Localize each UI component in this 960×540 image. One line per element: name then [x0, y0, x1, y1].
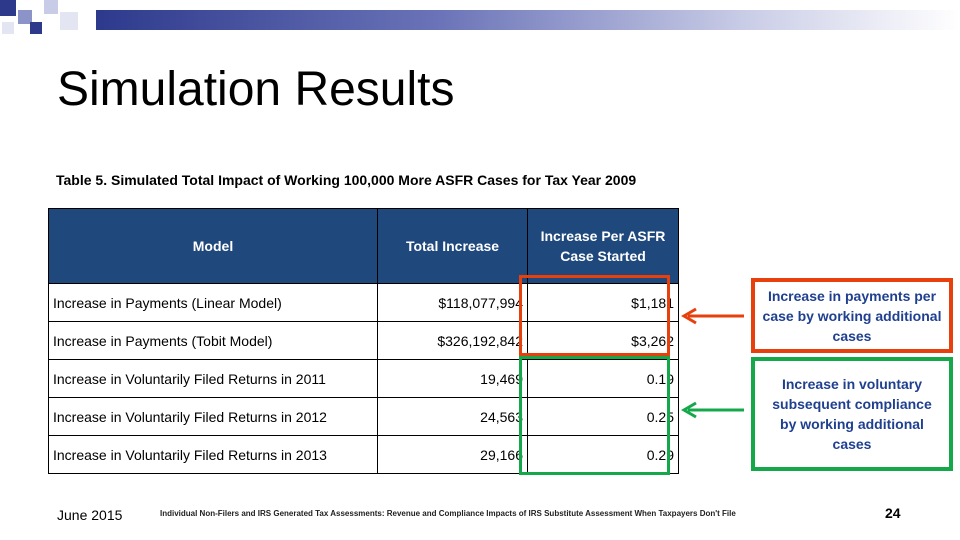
cell-model: Increase in Payments (Tobit Model) — [48, 321, 378, 360]
table-row: Increase in Payments (Tobit Model) $326,… — [48, 321, 679, 360]
top-gradient-bar — [96, 10, 960, 30]
decor-square — [18, 10, 32, 24]
cell-total: 24,563 — [377, 397, 528, 436]
red-highlight-box — [519, 275, 670, 356]
cell-total: 19,469 — [377, 359, 528, 398]
cell-model: Increase in Payments (Linear Model) — [48, 283, 378, 322]
callout-payments: Increase in payments per case by working… — [751, 278, 953, 353]
footer-date: June 2015 — [57, 507, 123, 523]
table-caption: Table 5. Simulated Total Impact of Worki… — [56, 172, 637, 188]
green-arrow-icon — [681, 401, 744, 419]
header-model: Model — [48, 208, 378, 284]
callout-compliance-text: Increase in voluntary subsequent complia… — [772, 376, 932, 452]
header-total-increase: Total Increase — [377, 208, 528, 284]
green-highlight-box — [519, 356, 670, 475]
cell-per-case: $1,181 — [527, 283, 679, 322]
cell-model: Increase in Voluntarily Filed Returns in… — [48, 397, 378, 436]
cell-model: Increase in Voluntarily Filed Returns in… — [48, 435, 378, 474]
cell-total: $118,077,994 — [377, 283, 528, 322]
table-row: Increase in Payments (Linear Model) $118… — [48, 283, 679, 322]
callout-compliance: Increase in voluntary subsequent complia… — [751, 357, 953, 471]
red-arrow-icon — [681, 307, 744, 325]
decor-square — [60, 12, 78, 30]
header-per-case: Increase Per ASFR Case Started — [527, 208, 679, 284]
decor-square — [44, 0, 58, 14]
footer-text: Individual Non-Filers and IRS Generated … — [160, 509, 736, 518]
results-table: Model Total Increase Increase Per ASFR C… — [48, 208, 679, 474]
cell-model: Increase in Voluntarily Filed Returns in… — [48, 359, 378, 398]
decor-square — [0, 0, 16, 16]
table-header-row: Model Total Increase Increase Per ASFR C… — [48, 208, 679, 284]
table-row: Increase in Voluntarily Filed Returns in… — [48, 397, 679, 436]
page-number: 24 — [885, 505, 901, 521]
slide-title: Simulation Results — [57, 63, 455, 116]
cell-total: $326,192,842 — [377, 321, 528, 360]
decor-square — [2, 22, 14, 34]
cell-total: 29,166 — [377, 435, 528, 474]
callout-payments-text: Increase in payments per case by working… — [762, 287, 942, 344]
decor-square — [30, 22, 42, 34]
